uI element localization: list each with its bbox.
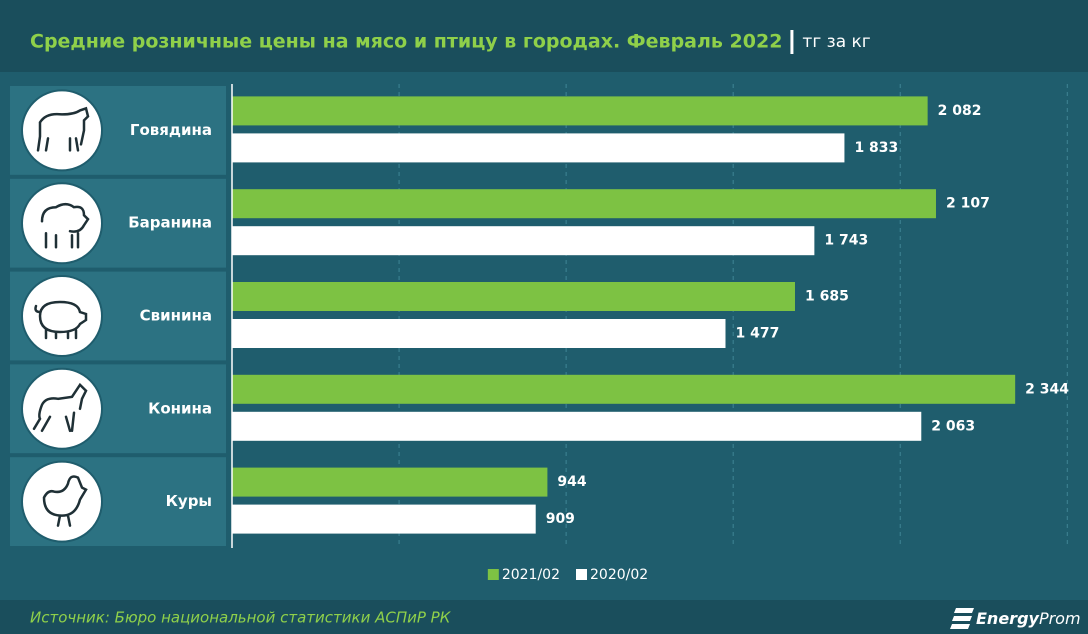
bar (232, 374, 1016, 404)
data-label: 944 (557, 474, 586, 490)
chart-title: Средние розничные цены на мясо и птицу в… (30, 31, 782, 53)
footer-bar (0, 600, 1088, 634)
y-tick-label: Куры (166, 492, 212, 510)
bar (232, 96, 928, 126)
bar (232, 189, 936, 219)
title-bar (0, 0, 1088, 72)
bar (232, 226, 815, 256)
category-icon-circle (21, 460, 103, 543)
logo-bold: Energy (976, 609, 1040, 628)
legend-swatch (487, 569, 499, 580)
bar (232, 282, 795, 311)
chart-subtitle: тг за кг (802, 32, 870, 52)
data-label: 2 107 (946, 196, 990, 212)
category-icon-circle (21, 182, 103, 265)
title-separator (790, 30, 794, 54)
legend-label: 2021/02 (502, 567, 560, 583)
category-icon-circle (21, 367, 103, 450)
data-label: 2 082 (938, 103, 982, 119)
data-label: 1 477 (735, 326, 779, 342)
bar (232, 319, 726, 348)
bar (232, 411, 922, 441)
y-tick-label: Свинина (140, 307, 212, 325)
category-icon-circle (21, 89, 103, 172)
data-label: 1 685 (805, 289, 849, 305)
legend-swatch (576, 569, 587, 580)
data-label: 1 833 (854, 140, 898, 156)
data-label: 2 344 (1025, 381, 1069, 397)
category-icon (34, 300, 88, 340)
y-tick-label: Конина (148, 399, 212, 417)
logo-rest: Prom (1039, 609, 1081, 628)
category-icon (40, 202, 90, 249)
source: Источник: Бюро национальной статистики А… (30, 609, 452, 627)
category-icon (42, 475, 88, 527)
legend-label: 2020/02 (590, 567, 648, 583)
logo-icon (950, 608, 974, 629)
category-icon (36, 106, 90, 152)
category-icon (32, 382, 88, 433)
logo: EnergyProm (976, 609, 1081, 628)
legend: 2021/02 2020/02 (487, 567, 648, 583)
y-tick-label: Говядина (130, 121, 212, 139)
data-label: 1 743 (824, 233, 868, 249)
bar (232, 467, 548, 497)
bar (232, 504, 536, 534)
data-label: 2 063 (931, 418, 975, 434)
bar (232, 133, 845, 163)
category-icon-circle (21, 275, 103, 357)
y-tick-label: Баранина (128, 214, 212, 232)
data-label: 909 (546, 511, 575, 527)
